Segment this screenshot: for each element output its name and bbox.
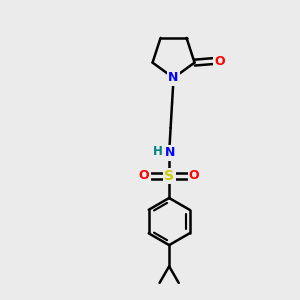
Text: S: S (164, 169, 174, 183)
Text: H: H (153, 145, 163, 158)
Text: O: O (214, 55, 225, 68)
Text: O: O (189, 169, 200, 182)
Text: N: N (168, 71, 179, 84)
Text: O: O (139, 169, 149, 182)
Text: N: N (165, 146, 175, 159)
